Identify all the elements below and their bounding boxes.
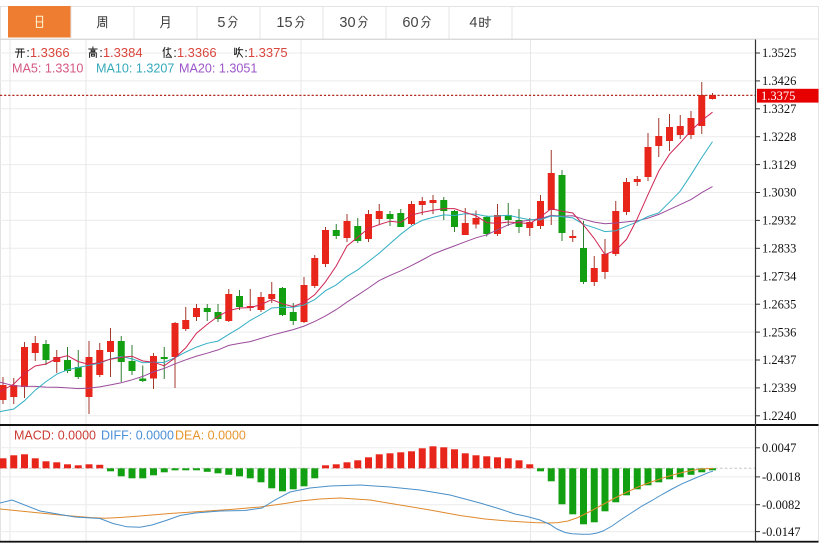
svg-text:1.3129: 1.3129: [762, 158, 796, 172]
svg-text:5: 5: [217, 15, 225, 31]
svg-text:1.2339: 1.2339: [762, 381, 796, 395]
svg-text::1.3375: :1.3375: [244, 45, 287, 60]
svg-text:MA5: 1.3310: MA5: 1.3310: [12, 62, 83, 76]
svg-text:0.0047: 0.0047: [762, 441, 796, 455]
svg-text:MACD: 0.0000: MACD: 0.0000: [14, 429, 96, 443]
svg-text::1.3384: :1.3384: [99, 45, 142, 60]
svg-text:1.2437: 1.2437: [762, 353, 796, 367]
svg-text:1.2240: 1.2240: [762, 409, 796, 423]
svg-text:-0.0147: -0.0147: [762, 525, 801, 539]
svg-text:MA10: 1.3207: MA10: 1.3207: [96, 62, 174, 76]
svg-text:1.3525: 1.3525: [762, 46, 796, 60]
svg-text::1.3366: :1.3366: [173, 45, 216, 60]
svg-text:DEA: 0.0000: DEA: 0.0000: [175, 429, 246, 443]
svg-text:30: 30: [339, 15, 355, 31]
svg-text:1.3426: 1.3426: [762, 74, 796, 88]
svg-text:15: 15: [276, 15, 292, 31]
svg-text:1.2833: 1.2833: [762, 242, 796, 256]
svg-text:1.2536: 1.2536: [762, 325, 796, 339]
svg-text:60: 60: [402, 15, 418, 31]
svg-text:4: 4: [469, 15, 477, 31]
svg-text:1.3327: 1.3327: [762, 102, 796, 116]
svg-text:1.2734: 1.2734: [762, 269, 797, 283]
svg-text:-0.0082: -0.0082: [762, 498, 801, 512]
svg-text:1.2635: 1.2635: [762, 297, 796, 311]
svg-text:1.3228: 1.3228: [762, 130, 796, 144]
svg-text:DIFF: 0.0000: DIFF: 0.0000: [101, 429, 174, 443]
svg-text:-0.0018: -0.0018: [762, 470, 801, 484]
svg-text::1.3366: :1.3366: [26, 45, 69, 60]
svg-text:1.3030: 1.3030: [762, 186, 796, 200]
svg-text:1.3375: 1.3375: [761, 89, 795, 103]
svg-text:1.2932: 1.2932: [762, 214, 796, 228]
svg-text:MA20: 1.3051: MA20: 1.3051: [179, 62, 257, 76]
